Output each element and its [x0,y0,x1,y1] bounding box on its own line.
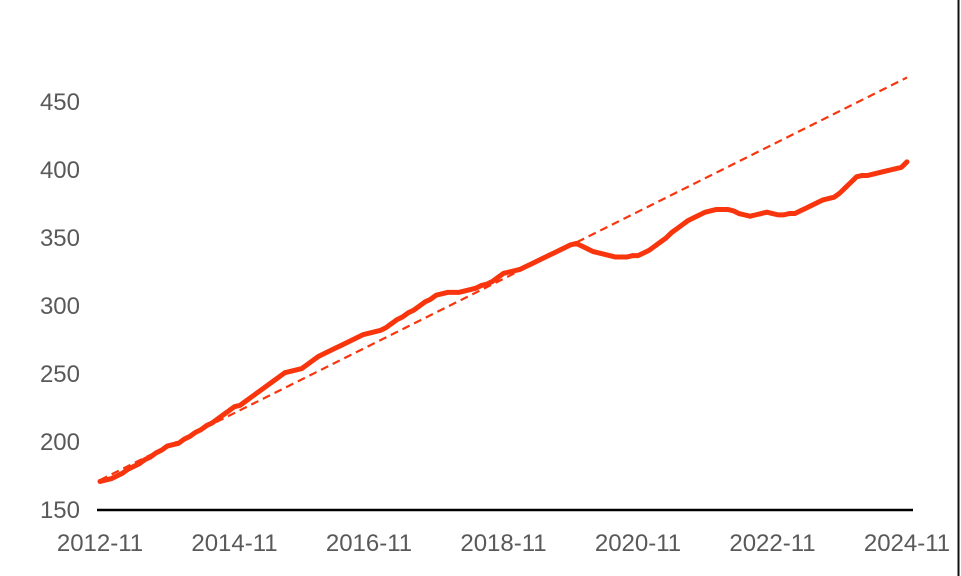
x-tick-label: 2024-11 [864,530,950,557]
y-tick-label: 300 [40,293,80,320]
y-tick-label: 450 [40,89,80,116]
x-tick-label: 2022-11 [729,530,815,557]
x-tick-label: 2020-11 [595,530,681,557]
x-tick-label: 2018-11 [460,530,546,557]
trend-dashed-line [99,76,908,482]
y-tick-label: 150 [40,497,80,524]
y-tick-label: 250 [40,361,80,388]
x-tick-label: 2014-11 [191,530,277,557]
y-tick-label: 400 [40,157,80,184]
x-tick-label: 2012-11 [57,530,143,557]
y-tick-label: 200 [40,429,80,456]
x-tick-label: 2016-11 [326,530,412,557]
value-line [97,159,910,484]
y-tick-label: 350 [40,225,80,252]
